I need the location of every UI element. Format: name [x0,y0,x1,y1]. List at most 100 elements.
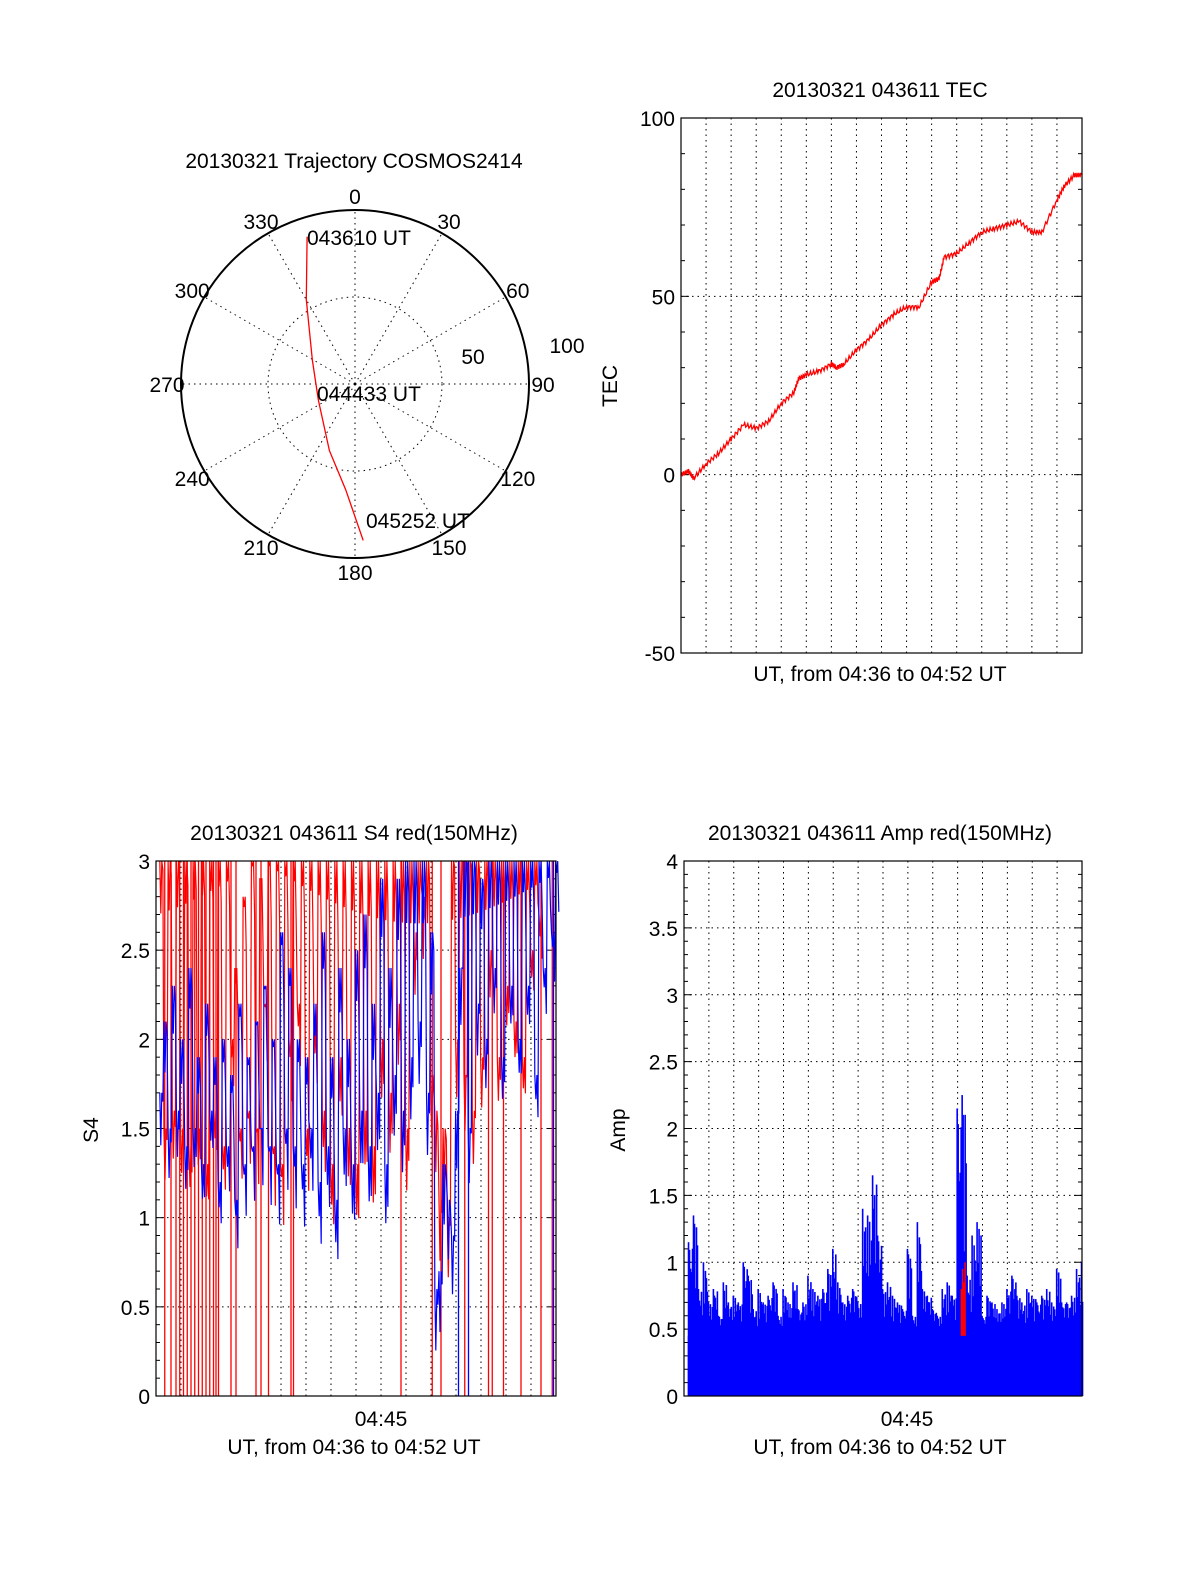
amp-blue-bar [969,1279,971,1396]
s4-axes-frame [155,860,557,1397]
amp-blue-bar [990,1303,992,1396]
amp-blue-bar [1020,1309,1022,1396]
amp-blue-bar [858,1317,861,1396]
amp-blue-bar [984,1323,986,1396]
amp-blue-bar [931,1309,934,1396]
amp-blue-bar [878,1272,881,1396]
polar-azimuth-label: 60 [506,280,529,303]
amp-blue-bar [875,1184,878,1396]
amp-blue-bar [839,1294,842,1396]
amp-blue-bar [890,1316,893,1396]
tec-plot: 20130321 043611 TEC TEC UT, from 04:36 t… [599,79,1083,686]
amp-blue-bar [1058,1302,1061,1396]
amp-blue-bar [743,1266,746,1396]
polar-azimuth-label: 90 [531,374,554,397]
amp-blue-bar [765,1322,767,1396]
polar-azimuth-label: 150 [431,537,466,560]
amp-blue-bar [691,1248,694,1396]
s4-ytick-label: 2.5 [121,940,150,963]
amp-blue-bar [784,1295,786,1396]
amp-blue-bar [964,1114,966,1396]
amp-blue-bar [819,1299,821,1396]
amp-blue-bar [955,1298,957,1396]
amp-blue-bar [999,1313,1001,1396]
amp-blue-bar [987,1297,989,1396]
amp-blue-bar [855,1297,858,1396]
polar-spoke [354,233,443,385]
amp-blue-bar [991,1302,993,1396]
amp-blue-bar [898,1304,901,1396]
amp-blue-bar [1008,1295,1010,1396]
amp-blue-bar [808,1298,810,1396]
amp-blue-bar [693,1223,696,1396]
amp-blue-bar [728,1316,731,1396]
amp-blue-bar [745,1281,748,1396]
amp-blue-bar [730,1306,733,1396]
amp-blue-bar [1033,1321,1036,1396]
amp-blue-bar [1028,1292,1030,1396]
amp-blue-bar [862,1266,865,1396]
amp-blue-bar [829,1310,831,1396]
amp-blue-bar [814,1291,816,1396]
amp-blue-bar [864,1227,867,1396]
amp-blue-bar [836,1282,839,1396]
amp-blue-bar [1051,1320,1054,1396]
amp-blue-bar [1071,1301,1074,1396]
amp-blue-bar [1007,1298,1009,1396]
amp-blue-bar [777,1315,779,1396]
amp-blue-bar [870,1240,873,1396]
amp-blue-bar [961,1095,963,1396]
amp-blue-bar [894,1307,897,1396]
amp-blue-bar [979,1285,981,1396]
amp-blue-bar [801,1312,803,1396]
amp-blue-bar [704,1270,707,1396]
amp-blue-bar [810,1282,812,1396]
amp-blue-bar [731,1319,734,1396]
amp-blue-bar [710,1319,713,1396]
amp-blue-bar [767,1295,769,1396]
amp-blue-bar [744,1287,747,1396]
amp-blue-bar [841,1302,844,1396]
s4-ytick-label: 1 [138,1208,150,1231]
amp-blue-bar [907,1254,910,1396]
amp-blue-bar [794,1290,796,1396]
amp-blue-bar [985,1316,987,1396]
amp-blue-bar [838,1288,841,1396]
amp-blue-bar [804,1320,806,1396]
amp-blue-bar [857,1308,860,1396]
polar-azimuth-label: 240 [175,468,210,491]
amp-blue-bar [1016,1295,1018,1396]
amp-blue-bar [811,1310,813,1396]
amp-blue-bar [998,1313,1000,1396]
amp-blue-bar [1044,1305,1047,1396]
amp-blue-bar [788,1317,790,1396]
amp-blue-bar [876,1235,879,1396]
amp-blue-bar [887,1299,890,1396]
amp-blue-bar [1070,1295,1073,1396]
amp-blue-bar [747,1275,750,1396]
amp-blue-bar [1027,1317,1029,1396]
amp-blue-bar [822,1289,824,1396]
amp-blue-bar [1049,1314,1052,1396]
amp-blue-bar [1046,1300,1049,1396]
amp-blue-bar [874,1263,877,1396]
amp-blue-bar [1076,1297,1079,1396]
amp-blue-bar [754,1316,756,1396]
amp-blue-bar [1001,1302,1003,1396]
amp-ytick-label: 3.5 [649,918,678,941]
amp-blue-bar [769,1305,771,1396]
amp-blue-bar [774,1311,776,1396]
amp-blue-bar [1023,1310,1025,1396]
amp-blue-bar [773,1285,775,1396]
amp-blue-bar [942,1307,945,1396]
amp-blue-bar [1034,1299,1037,1396]
amp-blue-bar [940,1323,943,1396]
amp-blue-bar [812,1289,814,1396]
amp-blue-bar [746,1269,749,1396]
amp-blue-bar [759,1293,761,1396]
amp-blue-bar [708,1315,711,1396]
amp-blue-bar [1072,1315,1075,1396]
polar-radial-label-50: 50 [461,346,484,369]
amp-blue-bar [958,1181,960,1396]
